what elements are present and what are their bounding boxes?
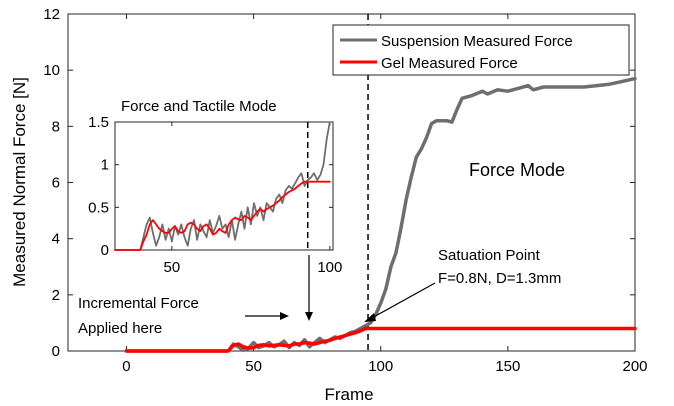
incremental-label-line1: Incremental Force: [78, 295, 199, 312]
main-series-group: [124, 76, 637, 353]
saturation-label-line2: F=0.8N, D=1.3mm: [438, 270, 561, 287]
inset-title: Force and Tactile Mode: [121, 98, 277, 115]
x-tick-label: 100: [317, 259, 342, 276]
y-tick-label: 0: [101, 242, 109, 259]
force-mode-label: Force Mode: [469, 160, 565, 180]
inset-series-line-gel: [114, 180, 331, 251]
x-axis-label: Frame: [324, 385, 373, 404]
series-line-gel: [124, 326, 637, 353]
x-tick-label: 100: [368, 358, 393, 375]
y-tick-label: 2: [52, 287, 60, 304]
inset-series-group: [114, 121, 331, 251]
y-tick-label: 1: [101, 157, 109, 174]
y-tick-label: 8: [52, 118, 60, 135]
legend-label-suspension: Suspension Measured Force: [381, 33, 573, 50]
y-tick-label: 6: [52, 175, 60, 192]
inset-series-line-suspension: [114, 121, 331, 251]
y-tick-label: 1.5: [88, 114, 109, 131]
legend-label-gel: Gel Measured Force: [381, 55, 518, 72]
saturation-arrowhead: [364, 313, 376, 322]
incremental-label-line2: Applied here: [78, 320, 162, 337]
y-tick-label: 0.5: [88, 199, 109, 216]
y-tick-label: 12: [43, 6, 60, 23]
x-tick-label: 0: [122, 358, 130, 375]
y-tick-label: 0: [52, 343, 60, 360]
y-tick-label: 10: [43, 62, 60, 79]
x-tick-label: 200: [622, 358, 647, 375]
x-tick-label: 150: [495, 358, 520, 375]
saturation-arrow: [369, 282, 436, 320]
incremental-arrowhead: [280, 312, 289, 320]
saturation-label-line1: Satuation Point: [438, 247, 541, 264]
inset-axis-ticks: 50 100 0 0.5 1 1.5: [88, 114, 342, 276]
x-tick-label: 50: [245, 358, 262, 375]
y-tick-label: 4: [52, 231, 60, 248]
x-tick-label: 50: [164, 259, 181, 276]
y-axis-label: Measured Normal Force [N]: [10, 77, 29, 287]
legend: Suspension Measured Force Gel Measured F…: [332, 24, 630, 76]
inset-to-main-arrowhead: [305, 312, 313, 321]
legend-box: [332, 24, 630, 76]
